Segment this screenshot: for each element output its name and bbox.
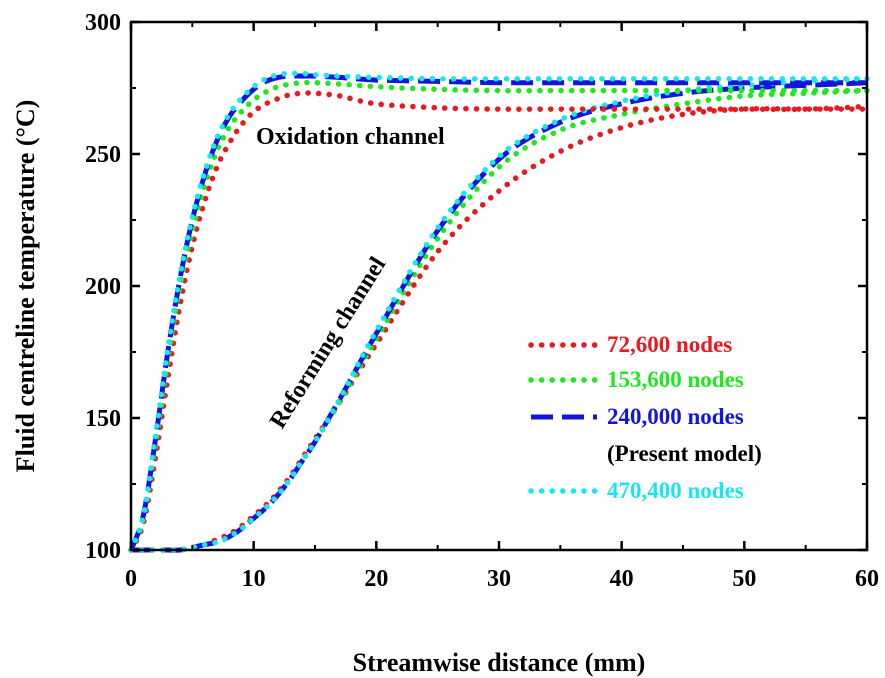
x-tick-label: 30 — [487, 566, 511, 592]
x-axis-title: Streamwise distance (mm) — [353, 648, 646, 677]
series-line-oxidation-240-000-nodes — [128, 73, 867, 551]
y-tick-label: 100 — [85, 538, 121, 564]
ticks-layer: 0 10 20 30 40 50 60 100 150 200 250 300 — [85, 10, 879, 592]
series-layer — [128, 70, 870, 553]
x-tick-label: 0 — [125, 566, 137, 592]
x-tick-label: 40 — [610, 566, 634, 592]
series-line-oxidation-470-400-nodes — [128, 70, 870, 553]
series-line-oxidation-153-600-nodes — [128, 79, 870, 553]
y-tick-label: 200 — [85, 274, 121, 300]
series-line-reforming-72-600-nodes — [128, 105, 870, 553]
x-tick-label: 50 — [732, 566, 756, 592]
y-tick-label: 250 — [85, 142, 121, 168]
legend-label: 153,600 nodes — [607, 367, 744, 392]
legend-label: 240,000 nodes — [607, 404, 744, 429]
x-tick-label: 60 — [855, 566, 879, 592]
annotation-oxidation-channel: Oxidation channel — [256, 124, 445, 150]
series-line-oxidation-72-600-nodes — [128, 90, 870, 553]
y-axis-title: Fluid centreline temperature (°C) — [11, 100, 40, 473]
series-line-reforming-240-000-nodes — [130, 80, 868, 553]
legend: 72,600 nodes 153,600 nodes 240,000 nodes (P… — [528, 332, 762, 503]
x-tick-label: 10 — [242, 566, 266, 592]
y-tick-label: 150 — [85, 406, 121, 432]
legend-label: 72,600 nodes — [607, 332, 732, 357]
series-line-reforming-470-400-nodes — [128, 76, 870, 553]
x-tick-label: 20 — [364, 566, 388, 592]
legend-note: (Present model) — [607, 441, 762, 466]
legend-label: 470,400 nodes — [607, 478, 744, 503]
y-tick-label: 300 — [85, 10, 121, 36]
